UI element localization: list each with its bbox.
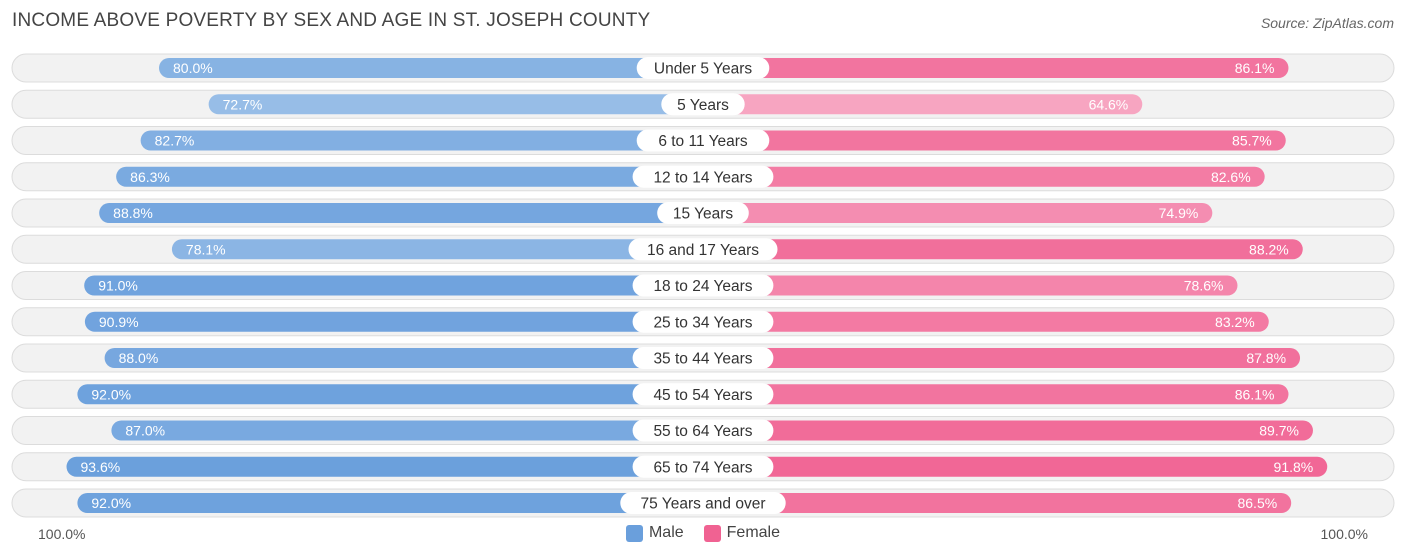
- bar-female: [703, 456, 1328, 477]
- value-label-male: 78.1%: [186, 241, 226, 257]
- value-label-male: 90.9%: [99, 314, 139, 330]
- bar-male: [171, 239, 704, 260]
- category-label: 5 Years: [677, 97, 729, 114]
- bar-female: [703, 420, 1313, 441]
- bar-female: [703, 130, 1286, 151]
- bar-male: [77, 493, 703, 513]
- category-pill: [657, 202, 749, 224]
- legend-item-female[interactable]: Female: [703, 524, 781, 542]
- value-label-male: 92.0%: [91, 495, 131, 511]
- category-pill: [628, 238, 778, 261]
- category-label: 25 to 34 Years: [653, 314, 752, 331]
- category-pill: [632, 347, 774, 369]
- value-label-male: 80.0%: [173, 60, 213, 76]
- bar-female: [703, 275, 1238, 296]
- value-label-female: 78.6%: [1184, 278, 1224, 294]
- value-label-female: 64.6%: [1089, 96, 1129, 112]
- legend: Male Female: [0, 524, 1406, 542]
- category-label: Under 5 Years: [654, 61, 752, 78]
- bar-male: [159, 58, 703, 78]
- category-pill: [632, 455, 774, 478]
- bar-male: [111, 420, 703, 441]
- bar-female: [703, 58, 1289, 78]
- category-pill: [636, 57, 770, 79]
- bar-female: [703, 493, 1292, 513]
- category-pill: [632, 383, 774, 406]
- value-label-female: 82.6%: [1211, 169, 1251, 185]
- axis-right-label: 100.0%: [1320, 526, 1368, 542]
- value-label-male: 82.7%: [155, 133, 195, 149]
- value-label-female: 85.7%: [1232, 133, 1272, 149]
- category-label: 16 and 17 Years: [647, 242, 759, 259]
- bar-male: [66, 456, 703, 477]
- value-label-female: 86.1%: [1235, 60, 1275, 76]
- value-label-female: 91.8%: [1274, 459, 1314, 475]
- category-pill: [620, 492, 786, 514]
- category-label: 55 to 64 Years: [653, 423, 752, 440]
- category-label: 75 Years and over: [641, 496, 766, 513]
- value-label-male: 91.0%: [98, 278, 138, 294]
- category-label: 6 to 11 Years: [658, 133, 748, 150]
- value-label-male: 86.3%: [130, 169, 170, 185]
- value-label-female: 86.1%: [1235, 386, 1275, 402]
- value-label-male: 93.6%: [81, 459, 121, 475]
- value-label-female: 86.5%: [1237, 495, 1277, 511]
- legend-label-male: Male: [648, 524, 684, 541]
- bar-female: [703, 166, 1265, 187]
- chart-title: INCOME ABOVE POVERTY BY SEX AND AGE IN S…: [12, 10, 651, 31]
- legend-label-female: Female: [726, 524, 781, 541]
- legend-item-male[interactable]: Male: [625, 524, 684, 542]
- category-pill: [661, 93, 745, 116]
- category-label: 45 to 54 Years: [653, 387, 752, 404]
- bar-male: [84, 275, 703, 296]
- value-label-male: 87.0%: [125, 423, 165, 439]
- category-label: 35 to 44 Years: [653, 351, 752, 368]
- value-label-female: 74.9%: [1159, 205, 1199, 221]
- bar-female: [703, 203, 1213, 223]
- bar-female: [703, 311, 1269, 332]
- source-label: Source: ZipAtlas.com: [1260, 15, 1394, 31]
- value-label-male: 72.7%: [223, 96, 263, 112]
- bar-male: [99, 203, 703, 223]
- category-pill: [632, 310, 774, 333]
- value-label-male: 88.8%: [113, 205, 153, 221]
- bar-male: [208, 94, 703, 115]
- value-label-female: 88.2%: [1249, 241, 1289, 257]
- bar-female: [703, 348, 1301, 368]
- bar-female: [703, 384, 1289, 405]
- value-label-female: 87.8%: [1246, 350, 1286, 366]
- legend-swatch-female: [703, 524, 721, 542]
- value-label-male: 92.0%: [91, 386, 131, 402]
- category-pill: [632, 274, 774, 297]
- category-pill: [632, 165, 774, 188]
- value-label-female: 89.7%: [1259, 423, 1299, 439]
- category-label: 65 to 74 Years: [653, 459, 752, 476]
- bar-male: [140, 130, 703, 151]
- bar-male: [77, 384, 703, 405]
- axis-left-label: 100.0%: [38, 526, 86, 542]
- legend-swatch-male: [625, 524, 643, 542]
- value-label-male: 88.0%: [119, 350, 159, 366]
- bar-male: [116, 166, 703, 187]
- bar-male: [84, 311, 703, 332]
- category-label: 12 to 14 Years: [653, 169, 752, 186]
- value-label-female: 83.2%: [1215, 314, 1255, 330]
- category-label: 18 to 24 Years: [653, 278, 752, 295]
- category-pill: [632, 419, 774, 442]
- bar-male: [104, 348, 704, 368]
- category-pill: [636, 129, 770, 152]
- bar-female: [703, 239, 1303, 260]
- bar-female: [703, 94, 1143, 115]
- category-label: 15 Years: [673, 206, 734, 223]
